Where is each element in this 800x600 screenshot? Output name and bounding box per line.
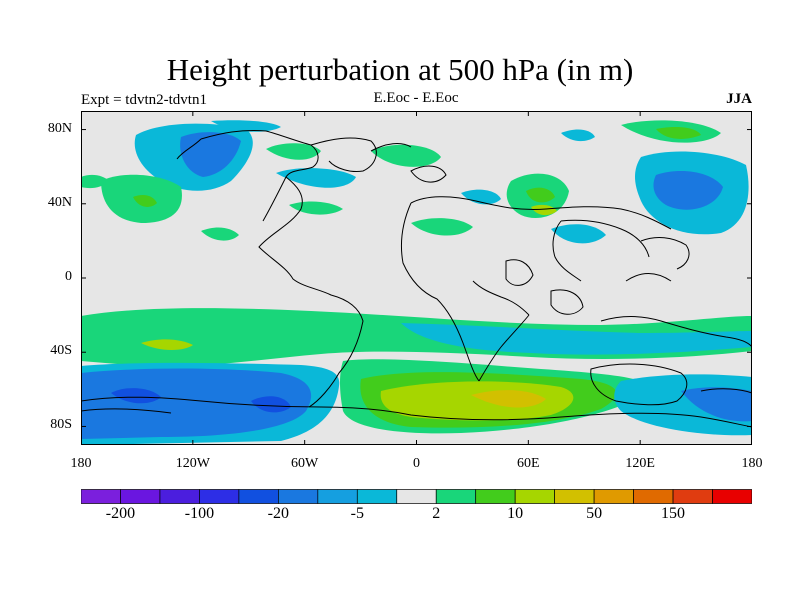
southern-cyan-band xyxy=(401,323,752,355)
northeast-asia-lightgreen xyxy=(656,127,701,139)
coastlines xyxy=(81,130,752,428)
colorbar-swatch xyxy=(593,489,634,504)
colorbar-swatch xyxy=(475,489,516,504)
colorbar-label: -100 xyxy=(184,505,215,522)
map-panel xyxy=(81,111,752,445)
colorbar-swatch xyxy=(356,489,398,504)
colorbar-swatch xyxy=(633,489,674,504)
colorbar-swatch xyxy=(672,489,713,504)
colorbar-swatch xyxy=(554,489,595,504)
colorbar-swatch xyxy=(238,489,279,504)
colorbar-label: -5 xyxy=(350,505,364,522)
colorbar-label: 10 xyxy=(507,505,524,522)
colorbar-swatch xyxy=(120,489,161,504)
colorbar-swatch xyxy=(199,489,240,504)
asia-cyan xyxy=(551,224,606,244)
siberia-yellowgreen xyxy=(531,204,557,216)
south-pacific-blue xyxy=(81,368,312,439)
colorbar-swatch xyxy=(514,489,555,504)
x-tick-label: 120W xyxy=(175,456,210,471)
greenland-green xyxy=(371,144,441,167)
axis-ticks xyxy=(81,111,752,445)
australia-south-blue xyxy=(681,387,752,422)
south-america-darkblue xyxy=(251,396,291,413)
x-tick-label: 60W xyxy=(291,456,319,471)
colorbar-swatch xyxy=(278,489,319,504)
canada-green xyxy=(266,143,321,160)
pacific-small-green xyxy=(81,174,109,189)
southern-yellowgreen-spot xyxy=(141,339,193,350)
colorbar-label: 50 xyxy=(586,505,603,522)
y-tick-label: 40N xyxy=(47,194,72,210)
y-tick-label: 80S xyxy=(50,417,72,433)
south-pacific-darkblue xyxy=(111,388,161,404)
europe-green xyxy=(411,218,473,236)
experiment-label: Expt = tdvtn2-tdvtn1 xyxy=(81,92,207,108)
east-asia-blue xyxy=(653,171,723,210)
top-left-cyan xyxy=(211,120,281,132)
north-central-asia-cyan xyxy=(561,129,595,142)
colorbar-swatch xyxy=(81,489,121,504)
colorbar-label: 2 xyxy=(432,505,441,522)
midlat-atlantic-green xyxy=(201,227,239,241)
x-tick-label: 0 xyxy=(413,456,420,471)
na-east-cyan xyxy=(276,168,356,188)
south-atlantic-yellowgreen xyxy=(380,381,574,421)
north-pacific-lightgreen xyxy=(133,195,157,207)
colorbar-swatch xyxy=(317,489,358,504)
x-tick-label: 180 xyxy=(70,456,92,471)
colorbar-swatch xyxy=(396,489,437,504)
south-indian-yellow xyxy=(471,390,546,408)
x-tick-label: 180 xyxy=(741,456,763,471)
mediterranean-cyan xyxy=(461,189,501,205)
comparison-label: E.Eoc - E.Eoc xyxy=(373,90,459,106)
season-label: JJA xyxy=(726,91,752,107)
colorbar-swatch xyxy=(159,489,200,504)
colorbar xyxy=(81,489,752,504)
colorbar-swatch xyxy=(712,489,752,504)
colorbar-label: -20 xyxy=(267,505,289,522)
x-tick-label: 120E xyxy=(625,456,655,471)
x-tick-label: 60E xyxy=(517,456,540,471)
y-tick-label: 40S xyxy=(50,343,72,359)
plot-title: Height perturbation at 500 hPa (in m) xyxy=(166,52,634,87)
y-tick-label: 80N xyxy=(47,120,72,136)
central-asia-lightgreen xyxy=(526,187,555,203)
colorbar-label: -200 xyxy=(105,505,136,522)
colorbar-label: 150 xyxy=(661,505,686,522)
colorbar-swatch xyxy=(435,489,477,504)
y-tick-label: 0 xyxy=(65,269,72,284)
